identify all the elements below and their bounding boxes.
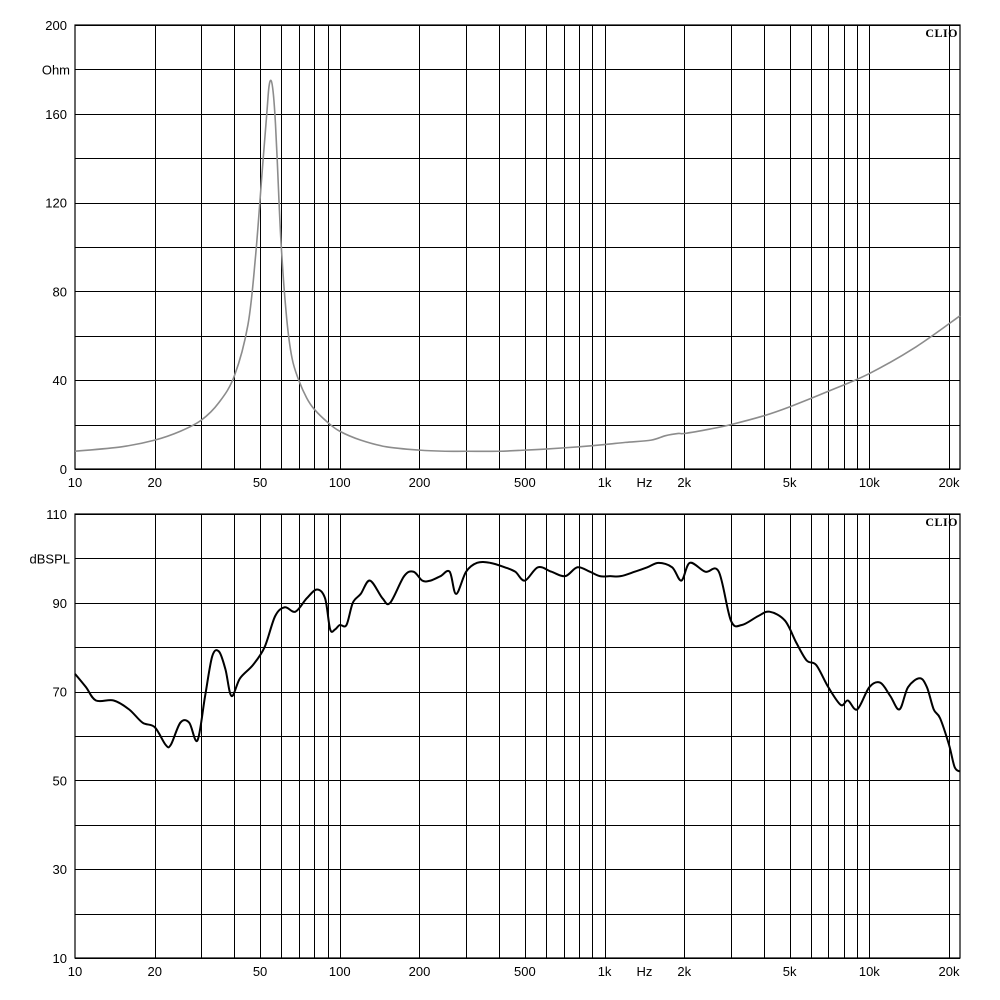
x-tick-label: 20k <box>939 964 960 979</box>
x-tick-label: 20 <box>147 964 161 979</box>
x-tick-label: 50 <box>253 475 267 490</box>
x-tick-label: 50 <box>253 964 267 979</box>
chart-panel-1: 0 40 80 120 160 200 Ohm 10 20 50 100 200 500 1k 2k 5k 10… <box>42 18 961 490</box>
plot-frame <box>74 513 961 959</box>
x-axis-label: Hz <box>636 475 652 490</box>
x-tick-label: 10 <box>68 475 82 490</box>
y-tick-label: 80 <box>53 284 67 299</box>
y-tick-label: 40 <box>53 373 67 388</box>
y-axis-label: dBSPL <box>30 551 70 566</box>
x-tick-label: 2k <box>677 475 691 490</box>
clio-brand-label: CLIO <box>925 26 958 40</box>
y-tick-label: 110 <box>46 507 67 522</box>
x-tick-label: 200 <box>409 964 431 979</box>
y-tick-label: 90 <box>53 596 67 611</box>
plot-frame <box>74 24 961 470</box>
chart-panel-2: 10 30 50 70 90 110 dBSPL 10 20 50 100 200 500 1k 2k 5k 1… <box>30 507 961 979</box>
impedance-curve <box>74 79 961 453</box>
x-tick-label: 200 <box>409 475 431 490</box>
x-tick-label: 1k <box>598 964 612 979</box>
y-axis-label: Ohm <box>42 62 70 77</box>
x-tick-label: 10 <box>68 964 82 979</box>
y-tick-label: 120 <box>45 196 67 211</box>
x-tick-label: 500 <box>514 964 536 979</box>
y-tick-label: 70 <box>53 685 67 700</box>
y-tick-label: 50 <box>53 773 67 788</box>
x-tick-label: 20k <box>939 475 960 490</box>
x-tick-label: 10k <box>859 964 880 979</box>
x-tick-label: 1k <box>598 475 612 490</box>
y-tick-label: 10 <box>53 951 67 966</box>
x-tick-label: 100 <box>329 964 351 979</box>
x-tick-label: 100 <box>329 475 351 490</box>
y-tick-label: 30 <box>53 862 67 877</box>
x-tick-label: 20 <box>147 475 161 490</box>
clio-brand-label: CLIO <box>925 515 958 529</box>
x-tick-label: 5k <box>783 964 797 979</box>
x-tick-label: 500 <box>514 475 536 490</box>
spl-curve <box>74 560 961 773</box>
y-tick-label: 0 <box>60 462 67 477</box>
x-tick-label: 2k <box>677 964 691 979</box>
y-tick-label: 160 <box>45 107 67 122</box>
x-tick-label: 5k <box>783 475 797 490</box>
x-tick-label: 10k <box>859 475 880 490</box>
x-axis-label: Hz <box>636 964 652 979</box>
y-tick-label: 200 <box>45 18 67 33</box>
